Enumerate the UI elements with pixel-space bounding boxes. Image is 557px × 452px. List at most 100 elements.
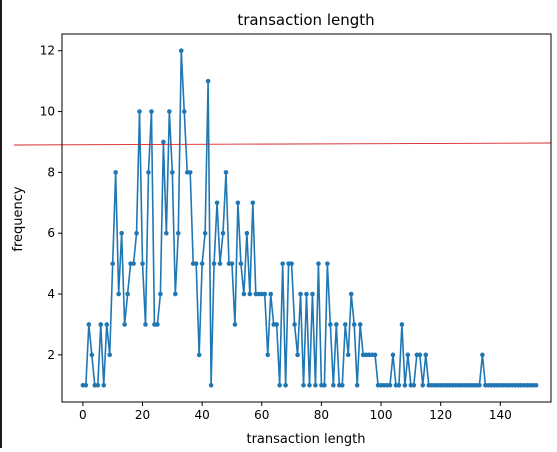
data-point [313, 383, 318, 388]
data-point [95, 383, 100, 388]
data-point [209, 383, 214, 388]
data-point [194, 261, 199, 266]
data-point [298, 292, 303, 297]
window-left-border [0, 0, 2, 448]
x-tick-label: 140 [489, 408, 512, 422]
data-point [233, 322, 238, 327]
data-point [239, 261, 244, 266]
x-tick-label: 40 [194, 408, 209, 422]
x-tick-label: 0 [79, 408, 87, 422]
data-point [140, 261, 145, 266]
data-point [110, 261, 115, 266]
data-point [125, 292, 130, 297]
data-point [423, 353, 428, 358]
data-point [90, 353, 95, 358]
data-point [310, 292, 315, 297]
x-tick-label: 20 [135, 408, 150, 422]
data-point [218, 261, 223, 266]
data-point [122, 322, 127, 327]
data-point [328, 322, 333, 327]
data-point [316, 261, 321, 266]
data-point [137, 109, 142, 114]
data-point [403, 383, 408, 388]
data-point [289, 261, 294, 266]
data-point [155, 322, 160, 327]
data-point [292, 322, 297, 327]
data-point [322, 383, 327, 388]
data-point [230, 261, 235, 266]
data-point [131, 261, 136, 266]
data-point [277, 383, 282, 388]
data-point [400, 322, 405, 327]
data-point [236, 200, 241, 205]
data-point [197, 353, 202, 358]
data-point [477, 383, 482, 388]
data-point [480, 353, 485, 358]
data-point [534, 383, 539, 388]
data-point [397, 383, 402, 388]
data-point [107, 353, 112, 358]
data-point [104, 322, 109, 327]
data-point [334, 322, 339, 327]
y-axis-label: frequency [11, 186, 26, 252]
data-point [355, 383, 360, 388]
data-point [212, 261, 217, 266]
data-point [373, 353, 378, 358]
data-point [262, 292, 267, 297]
x-axis-label: transaction length [246, 432, 365, 447]
data-point [179, 48, 184, 53]
data-point [388, 383, 393, 388]
data-point [188, 170, 193, 175]
data-point [200, 261, 205, 266]
data-point [167, 109, 172, 114]
y-tick-label: 2 [47, 348, 55, 362]
data-point [412, 383, 417, 388]
data-point [307, 383, 312, 388]
x-tick-label: 80 [314, 408, 329, 422]
data-point [418, 353, 423, 358]
data-point [346, 353, 351, 358]
data-point [245, 231, 250, 236]
data-point [242, 292, 247, 297]
data-point [283, 383, 288, 388]
data-point [182, 109, 187, 114]
y-tick-label: 8 [47, 165, 55, 179]
data-point [176, 231, 181, 236]
data-point [349, 292, 354, 297]
x-tick-label: 120 [429, 408, 452, 422]
data-point [203, 231, 208, 236]
data-point [149, 109, 154, 114]
data-point [248, 292, 253, 297]
data-point [215, 200, 220, 205]
data-point [119, 231, 124, 236]
data-point [331, 383, 336, 388]
data-point [158, 292, 163, 297]
data-point [173, 292, 178, 297]
data-point [113, 170, 118, 175]
data-point [146, 170, 151, 175]
data-point [391, 353, 396, 358]
x-tick-label: 100 [370, 408, 393, 422]
data-point [116, 292, 121, 297]
data-point [343, 322, 348, 327]
data-point [301, 383, 306, 388]
data-point [143, 322, 148, 327]
data-point [87, 322, 92, 327]
data-point [164, 231, 169, 236]
data-point [358, 322, 363, 327]
data-point [304, 292, 309, 297]
data-point [161, 140, 166, 145]
data-point [251, 200, 256, 205]
y-tick-label: 12 [40, 44, 55, 58]
chart-title: transaction length [237, 11, 374, 29]
data-point [224, 170, 229, 175]
data-point [352, 322, 357, 327]
data-point [84, 383, 89, 388]
data-point [340, 383, 345, 388]
data-point [268, 292, 273, 297]
data-point [406, 353, 411, 358]
data-point [295, 353, 300, 358]
